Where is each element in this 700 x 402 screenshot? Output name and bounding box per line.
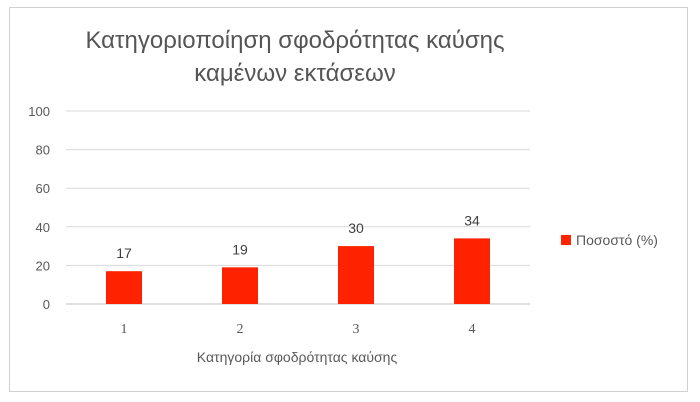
- y-tick-label: 100: [28, 104, 50, 119]
- x-tick-label: 1: [121, 322, 128, 337]
- x-tick-label: 2: [237, 322, 244, 337]
- chart-frame: [9, 7, 688, 392]
- bar: [106, 271, 142, 304]
- chart-title-line1: Κατηγοριοποίηση σφοδρότητας καύσης: [85, 27, 505, 54]
- gridlines: [66, 110, 530, 305]
- x-tick-label: 4: [469, 322, 476, 337]
- x-tick-label: 3: [353, 322, 360, 337]
- bar: [222, 267, 258, 304]
- chart-title: Κατηγοριοποίηση σφοδρότητας καύσης καμέν…: [0, 24, 590, 90]
- y-tick-label: 60: [36, 181, 50, 196]
- y-tick-label: 40: [36, 220, 50, 235]
- data-label: 17: [116, 245, 132, 261]
- y-axis-ticks: 0 20 40 60 80 100: [28, 104, 50, 312]
- bars: [106, 238, 490, 304]
- data-label: 19: [232, 241, 248, 257]
- y-tick-label: 0: [43, 297, 50, 312]
- legend: Ποσοστό (%): [561, 232, 658, 248]
- x-axis-ticks: 1 2 3 4: [121, 322, 476, 337]
- legend-label: Ποσοστό (%): [576, 232, 658, 248]
- y-tick-label: 80: [36, 143, 50, 158]
- data-label: 30: [348, 220, 364, 236]
- x-axis-title: Κατηγορία σφοδρότητας καύσης: [197, 349, 398, 365]
- bar: [454, 238, 490, 304]
- data-label: 34: [464, 212, 480, 228]
- chart-title-line2: καμένων εκτάσεων: [194, 60, 396, 87]
- data-labels: 17 19 30 34: [116, 212, 480, 261]
- y-tick-label: 20: [36, 258, 50, 273]
- legend-swatch: [561, 235, 571, 245]
- bar: [338, 246, 374, 304]
